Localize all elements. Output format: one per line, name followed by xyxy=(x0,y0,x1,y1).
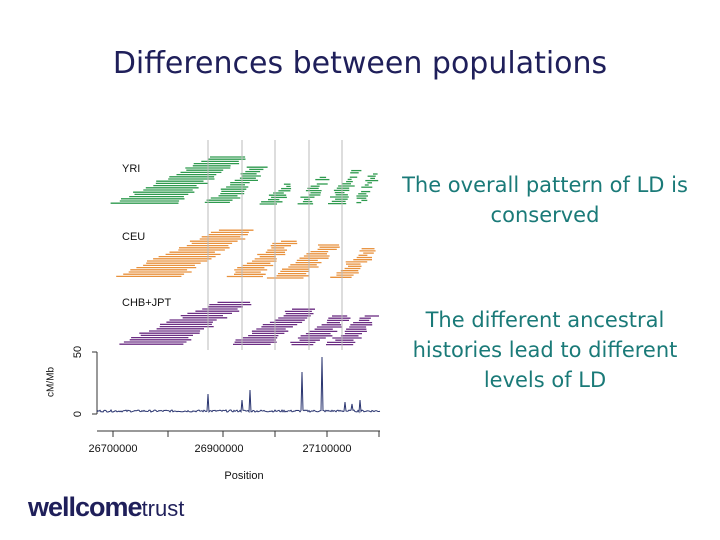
text-ld-conserved: The overall pattern of LD is conserved xyxy=(402,173,688,227)
wellcome-trust-logo: wellcometrust xyxy=(28,492,184,523)
population-label-ceu: CEU xyxy=(122,231,145,243)
ld-panels xyxy=(110,156,379,346)
recomb-ytick-label-0: 0 xyxy=(72,411,84,417)
recomb-ylabel: cM/Mb xyxy=(46,367,57,397)
logo-word-wellcome: wellcome xyxy=(28,492,143,522)
xtick-label-3: 27100000 xyxy=(303,443,352,455)
population-label-yri: YRI xyxy=(122,163,140,175)
ld-vertical-guides xyxy=(207,140,343,350)
xtick-label-1: 26700000 xyxy=(89,443,138,455)
population-label-chb-jpt: CHB+JPT xyxy=(122,297,171,309)
logo-word-trust: trust xyxy=(141,496,185,521)
text-ld-differences: The different ancestral histories lead t… xyxy=(412,308,678,392)
position-xlabel: Position xyxy=(224,470,263,482)
slide-title: Differences between populations xyxy=(112,46,608,81)
recomb-rate-line xyxy=(96,356,381,414)
xtick-label-2: 26900000 xyxy=(195,443,244,455)
recomb-ytick-label-50: 50 xyxy=(72,346,84,358)
